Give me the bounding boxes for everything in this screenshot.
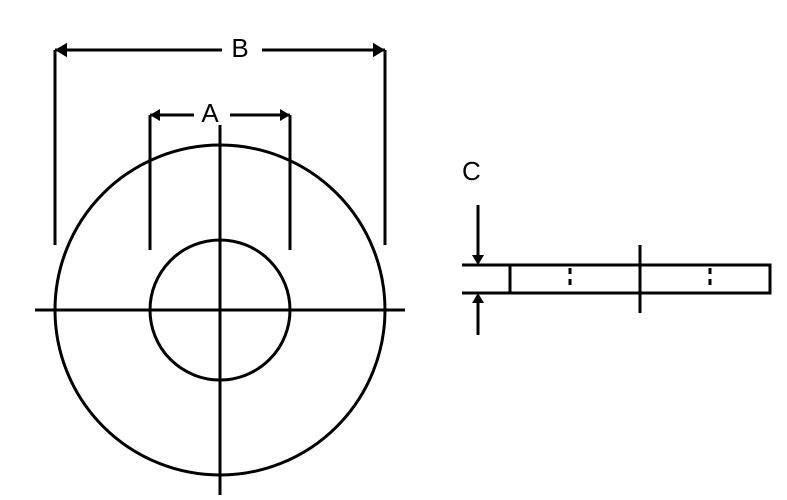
dim-a-label: A bbox=[201, 98, 219, 128]
dim-c-label: C bbox=[462, 156, 481, 186]
dim-b-label: B bbox=[231, 33, 248, 63]
